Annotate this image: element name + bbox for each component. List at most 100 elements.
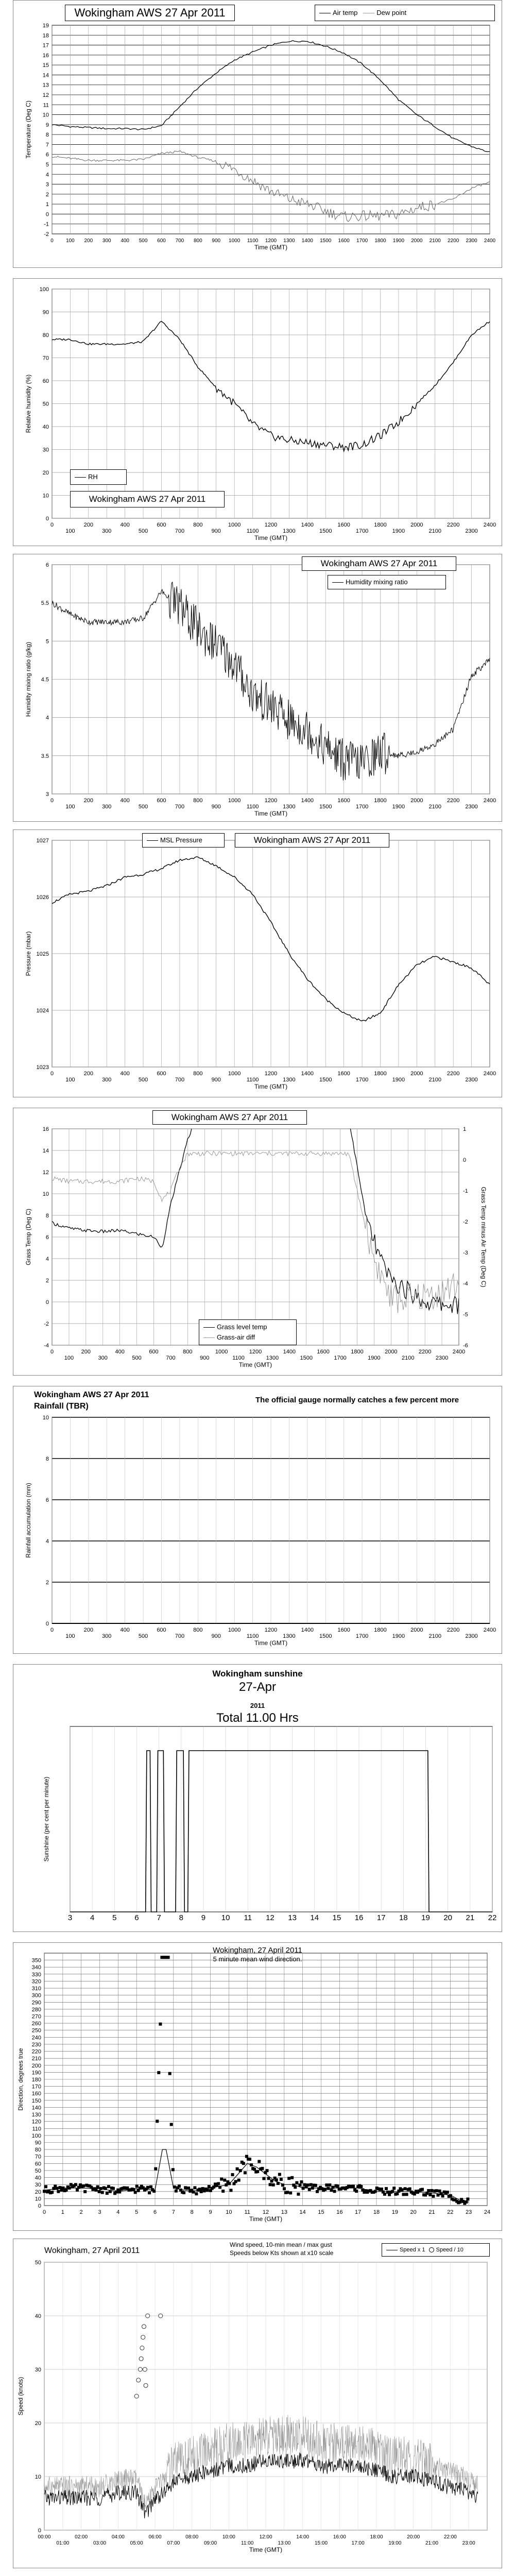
dir-ytick-label: 280 bbox=[32, 2007, 41, 2013]
direction-point bbox=[135, 2184, 139, 2188]
pres-xtick-label: 0 bbox=[50, 1071, 54, 1077]
sun-xtick-label: 15 bbox=[333, 1913, 341, 1922]
direction-point bbox=[159, 2022, 162, 2026]
direction-point bbox=[256, 2170, 260, 2173]
dir-xtick-label: 2 bbox=[80, 2209, 83, 2215]
direction-point bbox=[217, 2182, 220, 2185]
sun-xtick-label: 21 bbox=[466, 1913, 474, 1922]
direction-point bbox=[317, 2187, 320, 2191]
direction-point bbox=[253, 2167, 256, 2171]
direction-point bbox=[413, 2192, 416, 2196]
pres-xtick-label: 1600 bbox=[337, 1071, 350, 1077]
dir-ytick-label: 100 bbox=[32, 2133, 41, 2139]
temperature-chart-title: Wokingham AWS 27 Apr 2011 bbox=[65, 5, 235, 21]
direction-point bbox=[202, 2189, 206, 2193]
wind-xtick-label: 20:00 bbox=[407, 2534, 420, 2540]
direction-point bbox=[242, 2162, 245, 2165]
temp-ytick-label: -1 bbox=[44, 222, 49, 228]
mix-xtick-label: 600 bbox=[157, 798, 166, 804]
direction-point bbox=[72, 2184, 76, 2188]
wind-speed-chart-legend: Speed x 1 Speed / 10 bbox=[382, 2243, 490, 2257]
pres-ytick-label: 1025 bbox=[37, 951, 49, 957]
dew-point-line bbox=[52, 150, 490, 222]
direction-point bbox=[447, 2195, 451, 2198]
rh-ytick-label: 30 bbox=[43, 447, 49, 453]
speed-div10-point bbox=[138, 2367, 143, 2372]
rh-xtick-label: 1600 bbox=[337, 522, 350, 528]
direction-point bbox=[201, 2187, 204, 2191]
direction-point bbox=[320, 2187, 324, 2191]
rainfall-chart-panel: 0 2 4 6 8 10 0 100 200 300 400 500 600 700 800 900 1000 1… bbox=[13, 1386, 502, 1654]
direction-point bbox=[337, 2188, 341, 2191]
grass-temp-chart-title: Wokingham AWS 27 Apr 2011 bbox=[152, 1110, 307, 1125]
sunshine-chart-date: 27-Apr bbox=[238, 1680, 277, 1694]
pres-xtick-label: 1000 bbox=[228, 1071, 241, 1077]
dir-ytick-label: 0 bbox=[38, 2203, 41, 2209]
direction-point bbox=[409, 2190, 413, 2194]
rh-ytick-label: 20 bbox=[43, 470, 49, 476]
direction-point bbox=[148, 2191, 151, 2195]
direction-point bbox=[173, 2185, 176, 2189]
sun-xtick-label: 14 bbox=[310, 1913, 319, 1922]
rh-xtick-label: 1000 bbox=[228, 522, 241, 528]
grass-ytick-label: 16 bbox=[43, 1126, 49, 1132]
direction-point bbox=[454, 2198, 457, 2201]
direction-point bbox=[292, 2183, 296, 2187]
direction-point bbox=[366, 2191, 369, 2194]
rh-ytick-label: 10 bbox=[43, 493, 49, 499]
direction-point bbox=[286, 2191, 289, 2194]
pres-xtick-label: 1500 bbox=[319, 1077, 332, 1083]
grass-y2tick-label: -6 bbox=[463, 1343, 468, 1349]
rh-xtick-label: 400 bbox=[120, 522, 129, 528]
dir-xtick-label: 12 bbox=[263, 2209, 269, 2215]
temp-x-axis-label: Time (GMT) bbox=[254, 244, 287, 251]
speed-div10-point bbox=[139, 2356, 144, 2361]
mix-xtick-label: 500 bbox=[139, 804, 148, 810]
direction-point bbox=[294, 2185, 297, 2189]
direction-point bbox=[218, 2185, 222, 2189]
mix-xtick-label: 300 bbox=[102, 804, 111, 810]
direction-point bbox=[406, 2188, 410, 2191]
rain-ytick-label: 8 bbox=[46, 1456, 49, 1462]
speed-div10-marker bbox=[428, 2247, 434, 2253]
grass-xtick-label: 1000 bbox=[215, 1349, 228, 1355]
wind-xtick-label: 12:00 bbox=[259, 2534, 272, 2540]
mix-xtick-label: 1400 bbox=[301, 798, 314, 804]
rh-ytick-label: 100 bbox=[40, 286, 49, 293]
wind-ytick-label: 20 bbox=[35, 2420, 41, 2427]
direction-point bbox=[461, 2199, 465, 2203]
direction-point bbox=[295, 2181, 299, 2184]
dir-ytick-label: 150 bbox=[32, 2098, 41, 2104]
rain-xtick-label: 1200 bbox=[265, 1627, 277, 1633]
grass-ytick-label: 6 bbox=[46, 1234, 49, 1241]
pres-ytick-label: 1024 bbox=[37, 1008, 49, 1014]
temp-xtick-label: 200 bbox=[84, 238, 93, 244]
wind-ytick-label: 10 bbox=[35, 2474, 41, 2480]
temp-xtick-label: 1300 bbox=[283, 238, 295, 244]
rain-ytick-label: 6 bbox=[46, 1497, 49, 1503]
direction-point bbox=[136, 2189, 140, 2192]
direction-point bbox=[112, 2187, 115, 2190]
rain-xtick-label: 2300 bbox=[465, 1633, 477, 1639]
rh-xtick-label: 2100 bbox=[429, 528, 441, 534]
direction-point bbox=[181, 2190, 184, 2194]
pres-xtick-label: 2400 bbox=[484, 1071, 496, 1077]
wind-ytick-label: 50 bbox=[35, 2260, 41, 2266]
direction-point bbox=[348, 2184, 352, 2188]
grass-y2tick-label: -1 bbox=[463, 1188, 468, 1194]
dir-xtick-label: 6 bbox=[153, 2209, 157, 2215]
direction-point bbox=[187, 2187, 191, 2190]
mix-xtick-label: 1000 bbox=[228, 798, 241, 804]
rh-ytick-label: 80 bbox=[43, 332, 49, 338]
wind-speed-chart-subtitle: Wind speed, 10-min mean / max gust bbox=[230, 2241, 332, 2248]
temp-ytick-label: 5 bbox=[46, 162, 49, 168]
grass-x-axis-label: Time (GMT) bbox=[239, 1361, 272, 1368]
direction-point bbox=[141, 2186, 145, 2190]
dir-xtick-label: 8 bbox=[191, 2209, 194, 2215]
direction-point bbox=[126, 2186, 129, 2190]
temperature-chart-legend: Air temp Dew point bbox=[315, 5, 495, 21]
direction-point bbox=[90, 2185, 93, 2189]
direction-line bbox=[44, 2149, 469, 2202]
wind-xtick-label: 05:00 bbox=[130, 2540, 143, 2546]
